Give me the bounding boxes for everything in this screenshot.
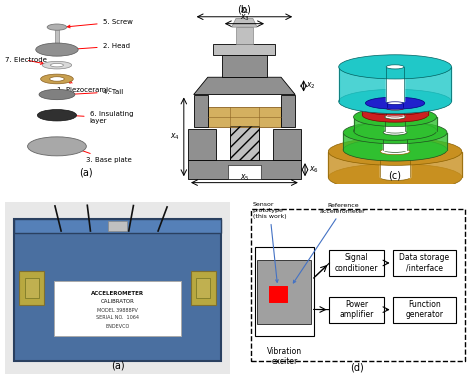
Text: (b): (b): [237, 4, 251, 14]
Text: CALIBRATOR: CALIBRATOR: [100, 300, 135, 304]
Ellipse shape: [365, 102, 425, 113]
Polygon shape: [188, 129, 216, 160]
Polygon shape: [188, 160, 301, 179]
Text: (a): (a): [80, 168, 93, 178]
Text: 5. Screw: 5. Screw: [67, 19, 133, 28]
Ellipse shape: [365, 97, 425, 109]
Ellipse shape: [387, 102, 403, 105]
Ellipse shape: [380, 149, 410, 155]
Polygon shape: [194, 95, 208, 127]
Ellipse shape: [50, 77, 64, 81]
Bar: [213, 44, 275, 55]
Polygon shape: [194, 77, 295, 95]
Text: (a): (a): [110, 361, 124, 371]
Ellipse shape: [386, 113, 404, 117]
Ellipse shape: [386, 99, 404, 103]
Bar: [329, 250, 383, 276]
Text: $x_1$: $x_1$: [240, 5, 249, 16]
Text: 2. Head: 2. Head: [71, 43, 130, 51]
Bar: [19, 271, 44, 305]
Bar: [392, 297, 456, 323]
Bar: [222, 55, 267, 77]
Ellipse shape: [37, 110, 76, 121]
Text: (d): (d): [350, 363, 364, 373]
Ellipse shape: [383, 130, 407, 135]
Bar: [329, 297, 383, 323]
Text: $x_2$: $x_2$: [306, 81, 316, 91]
Ellipse shape: [39, 89, 75, 100]
Bar: [230, 125, 258, 160]
Text: Signal
conditioner: Signal conditioner: [335, 253, 378, 273]
Text: (c): (c): [389, 171, 401, 181]
Ellipse shape: [387, 106, 403, 109]
Bar: [55, 27, 59, 46]
Ellipse shape: [386, 107, 404, 110]
Ellipse shape: [50, 63, 64, 67]
Bar: [208, 107, 281, 127]
Bar: [255, 247, 314, 337]
Bar: [196, 278, 210, 298]
Bar: [251, 208, 465, 361]
Ellipse shape: [354, 121, 437, 140]
Text: 7. Electrode: 7. Electrode: [5, 57, 46, 64]
Bar: [55, 281, 181, 337]
Text: Data storage
/interface: Data storage /interface: [399, 253, 449, 273]
Ellipse shape: [328, 164, 462, 191]
Ellipse shape: [328, 138, 462, 165]
Text: 6. Insulating
layer: 6. Insulating layer: [71, 111, 133, 124]
Text: Sensor
prototype
(this work): Sensor prototype (this work): [253, 202, 286, 282]
Ellipse shape: [385, 129, 405, 133]
Text: 4. Tail: 4. Tail: [71, 89, 123, 95]
Text: Power
amplifier: Power amplifier: [339, 300, 374, 319]
Text: 3. Base plate: 3. Base plate: [73, 147, 132, 163]
Polygon shape: [232, 19, 257, 27]
Ellipse shape: [383, 147, 407, 152]
Bar: [14, 219, 221, 233]
Text: Reference
accelerometer: Reference accelerometer: [293, 203, 366, 283]
Ellipse shape: [380, 174, 410, 181]
Polygon shape: [281, 95, 295, 127]
Polygon shape: [273, 129, 301, 160]
Ellipse shape: [385, 115, 405, 119]
Bar: [269, 286, 287, 302]
Ellipse shape: [41, 74, 73, 84]
Bar: [392, 250, 456, 276]
Bar: [14, 219, 221, 361]
Bar: [228, 165, 261, 179]
Ellipse shape: [47, 24, 67, 30]
Bar: [269, 286, 287, 302]
Bar: [236, 27, 253, 44]
Ellipse shape: [343, 139, 447, 161]
Text: $x_6$: $x_6$: [309, 164, 319, 175]
Text: $x_3$: $x_3$: [239, 12, 249, 23]
Bar: [25, 278, 38, 298]
Bar: [257, 261, 311, 324]
Ellipse shape: [386, 65, 404, 69]
Ellipse shape: [363, 102, 428, 115]
Text: 1. Piezoceramic: 1. Piezoceramic: [57, 81, 112, 93]
Text: SERIAL NO.  1064: SERIAL NO. 1064: [96, 315, 139, 320]
Bar: [230, 125, 258, 160]
Text: MODEL 39888PV: MODEL 39888PV: [97, 308, 138, 313]
Ellipse shape: [42, 61, 72, 69]
Text: ENDEVCO: ENDEVCO: [105, 323, 129, 328]
Text: $x_4$: $x_4$: [170, 132, 180, 142]
Text: Function
generator: Function generator: [405, 300, 443, 319]
Ellipse shape: [339, 55, 451, 79]
Text: ACCELEROMETER: ACCELEROMETER: [91, 291, 144, 296]
Ellipse shape: [354, 107, 437, 127]
Ellipse shape: [36, 43, 78, 56]
Ellipse shape: [339, 89, 451, 113]
Ellipse shape: [363, 108, 428, 122]
Bar: [191, 271, 216, 305]
Ellipse shape: [27, 137, 86, 156]
Ellipse shape: [343, 121, 447, 144]
Bar: [109, 221, 127, 231]
Text: $x_5$: $x_5$: [240, 173, 249, 183]
Text: Vibration
exciter: Vibration exciter: [267, 347, 302, 366]
